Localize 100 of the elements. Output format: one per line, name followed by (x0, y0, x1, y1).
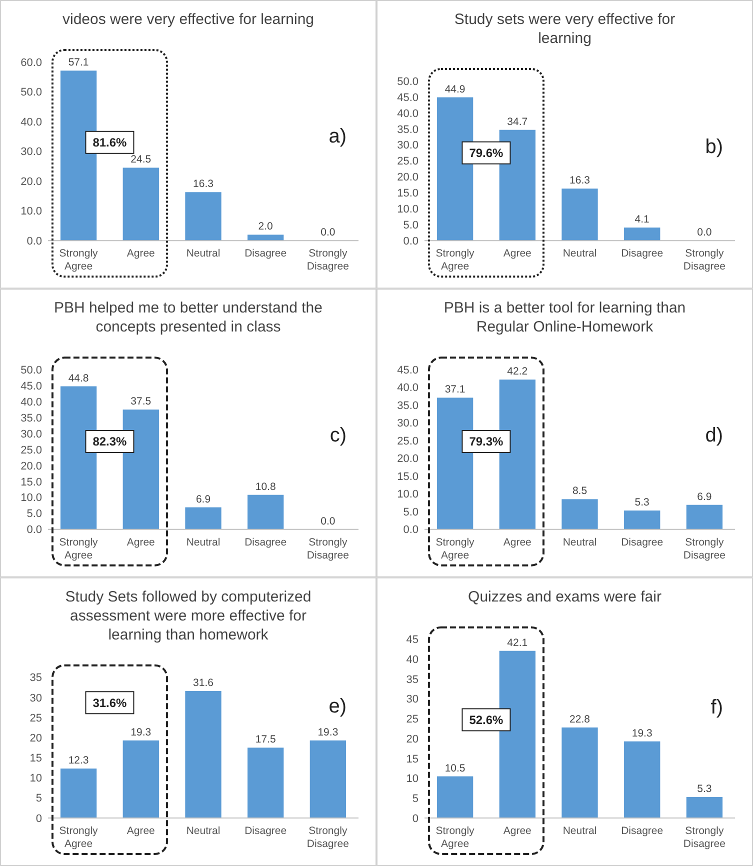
bar (248, 234, 284, 241)
y-tick-label: 30.0 (397, 140, 418, 152)
data-label: 4.1 (634, 214, 650, 226)
y-tick-label: 20 (30, 732, 42, 744)
data-label: 2.0 (258, 220, 274, 233)
y-tick-label: 60.0 (20, 56, 42, 69)
y-tick-label: 35 (406, 674, 418, 686)
data-label: 57.1 (68, 56, 89, 69)
x-tick-label: Strongly Disagree (306, 825, 350, 850)
annotation: c) (330, 424, 346, 447)
y-tick-label: 10.0 (20, 206, 42, 218)
y-tick-label: 45.0 (397, 364, 418, 377)
y-tick-label: 5.0 (403, 506, 418, 518)
bar (122, 740, 159, 818)
chart-title: Study sets were very effective for learning (454, 11, 676, 47)
x-tick-label: Agree (503, 536, 532, 548)
y-tick-label: 45.0 (397, 92, 418, 104)
x-tick-label: Disagree (244, 248, 287, 260)
data-label: 16.3 (570, 174, 590, 187)
y-tick-label: 30.0 (20, 146, 42, 158)
y-tick-label: 30 (30, 692, 42, 704)
y-tick-label: 10.0 (20, 492, 42, 504)
y-tick-label: 35.0 (20, 412, 42, 424)
chart-title: Study Sets followed by computerized assessment were more effective for learning than homework (65, 588, 312, 644)
x-tick-label: Neutral (562, 536, 597, 548)
x-tick-label: Agree (126, 825, 156, 837)
annotation: 31.6% (92, 696, 128, 710)
x-tick-label: Strongly Agree (436, 248, 476, 273)
bar (185, 691, 222, 818)
bar (624, 741, 660, 818)
y-tick-label: 50.0 (20, 86, 42, 99)
annotation: 79.6% (469, 146, 504, 160)
data-label: 12.3 (68, 754, 89, 767)
y-tick-label: 15.0 (397, 188, 418, 200)
x-tick-label: Strongly Agree (59, 536, 99, 562)
data-label: 19.3 (632, 727, 652, 740)
y-tick-label: 40.0 (397, 108, 418, 120)
bar (185, 507, 222, 530)
y-tick-label: 15.0 (397, 470, 418, 483)
y-tick-label: 50.0 (20, 364, 42, 377)
annotation: b) (705, 136, 723, 158)
x-tick-label: Neutral (562, 825, 597, 837)
x-tick-label: Neutral (186, 536, 220, 548)
data-label: 19.3 (318, 726, 338, 738)
x-tick-label: Agree (503, 248, 532, 260)
chart-title: videos were very effective for learning (62, 11, 314, 28)
y-tick-label: 25 (30, 712, 42, 724)
y-tick-label: 0 (412, 812, 418, 825)
bar (185, 192, 222, 241)
y-tick-label: 10 (30, 772, 42, 785)
data-label: 44.9 (444, 83, 466, 96)
data-label: 42.2 (507, 366, 528, 378)
annotation: e) (328, 695, 346, 718)
bar (310, 740, 346, 818)
data-label: 42.1 (507, 636, 528, 649)
y-tick-label: 25.0 (20, 444, 42, 456)
data-label: 44.8 (68, 372, 89, 384)
x-tick-label: Agree (126, 536, 156, 548)
bar (562, 188, 598, 241)
y-tick-label: 20.0 (397, 453, 418, 466)
x-tick-label: Disagree (244, 825, 287, 837)
chart-title: PBH helped me to better understand the concepts presented in class (54, 300, 323, 336)
x-tick-label: Strongly Agree (59, 248, 99, 273)
y-tick-label: 30.0 (20, 428, 42, 440)
bar (122, 168, 159, 241)
data-label: 19.3 (130, 726, 152, 738)
data-label: 6.9 (196, 493, 211, 506)
annotation: a) (328, 125, 346, 148)
bar (686, 504, 723, 530)
x-tick-label: Neutral (186, 248, 220, 260)
y-tick-label: 45.0 (20, 380, 42, 392)
x-tick-label: Disagree (621, 536, 664, 548)
x-tick-label: Strongly Agree (436, 825, 476, 850)
x-tick-label: Strongly Agree (59, 825, 99, 850)
y-tick-label: 35.0 (397, 124, 418, 136)
y-tick-label: 15 (30, 752, 42, 765)
bar (624, 510, 660, 530)
y-tick-label: 45 (406, 634, 418, 646)
y-tick-label: 35.0 (397, 400, 418, 412)
bar (436, 776, 474, 818)
data-label: 24.5 (130, 154, 152, 166)
chart-title: PBH is a better tool for learning than Regular Online-Homework (444, 300, 686, 336)
chart-title: Quizzes and exams were fair (468, 588, 662, 606)
y-tick-label: 20.0 (397, 172, 418, 184)
y-tick-label: 0.0 (403, 524, 418, 536)
data-label: 16.3 (193, 178, 214, 190)
x-tick-label: Strongly Disagree (306, 536, 350, 562)
bar (248, 494, 284, 530)
y-tick-label: 10 (406, 773, 418, 786)
data-label: 22.8 (570, 713, 590, 726)
x-tick-label: Neutral (186, 825, 220, 837)
y-tick-label: 40.0 (20, 396, 42, 408)
y-tick-label: 30.0 (397, 418, 418, 430)
bar (624, 228, 660, 241)
y-tick-label: 35 (30, 672, 42, 684)
y-tick-label: 40 (406, 654, 418, 666)
x-tick-label: Agree (503, 825, 532, 837)
y-tick-label: 15 (406, 753, 418, 766)
x-tick-label: Disagree (244, 536, 287, 548)
data-label: 37.1 (444, 384, 466, 396)
